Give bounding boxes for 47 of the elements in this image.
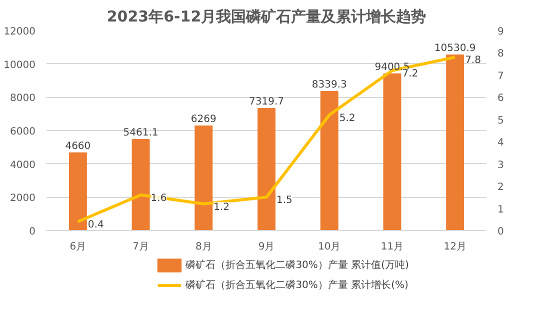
bar <box>320 91 338 230</box>
bar <box>446 54 464 230</box>
data-label: 7.8 <box>465 55 481 66</box>
y-tick-label: 2000 <box>10 193 36 204</box>
data-label: 1.2 <box>214 202 230 213</box>
bar <box>258 108 276 230</box>
data-label: 4660 <box>65 140 91 152</box>
data-label: 6269 <box>190 114 216 126</box>
data-label: 10530.9 <box>434 42 476 54</box>
bar <box>68 152 87 230</box>
x-tick-label: 9月 <box>258 242 275 252</box>
legend-label: 磷矿石（折合五氧化二磷30%）产量 累计增长(%) <box>184 279 409 291</box>
y2-tick-label: 9 <box>498 26 504 38</box>
y2-tick-label: 7 <box>498 70 504 82</box>
y-tick-label: 10000 <box>4 60 36 71</box>
y2-tick-label: 8 <box>498 48 504 60</box>
data-label: 7.2 <box>402 68 418 80</box>
x-tick-label: 8月 <box>195 242 212 252</box>
y2-tick-label: 1 <box>498 204 504 216</box>
y2-tick-label: 5 <box>498 115 504 126</box>
chart-title: 2023年6-12月我国磷矿石产量及累计增长趋势 <box>106 8 426 26</box>
y2-tick-label: 6 <box>498 93 504 104</box>
y-tick-label: 0 <box>29 226 36 238</box>
bar <box>383 73 402 230</box>
y-tick-label: 6000 <box>10 126 36 138</box>
y2-tick-label: 3 <box>498 160 504 171</box>
data-label: 1.5 <box>276 195 292 206</box>
x-tick-label: 10月 <box>318 242 341 252</box>
data-label: 5.2 <box>339 112 356 124</box>
data-label: 8339.3 <box>312 80 347 91</box>
x-tick-label: 11月 <box>380 242 404 252</box>
x-tick-label: 6月 <box>70 242 86 252</box>
y-tick-label: 8000 <box>10 93 36 104</box>
data-label: 7319.7 <box>249 96 284 108</box>
x-tick-label: 12月 <box>444 242 466 252</box>
legend-label: 磷矿石（折合五氧化二磷30%）产量 累计值(万吨) <box>184 259 410 271</box>
data-label: 5461.1 <box>123 127 158 138</box>
y2-tick-label: 2 <box>498 182 504 194</box>
y2-tick-label: 0 <box>498 226 504 238</box>
x-tick-label: 7月 <box>132 242 149 252</box>
data-label: 0.4 <box>88 220 104 231</box>
y-tick-label: 12000 <box>4 26 36 38</box>
y2-tick-label: 4 <box>498 138 504 149</box>
bar <box>194 126 213 230</box>
y-tick-label: 4000 <box>10 160 36 171</box>
bar <box>132 138 150 230</box>
data-label: 1.6 <box>150 192 167 204</box>
